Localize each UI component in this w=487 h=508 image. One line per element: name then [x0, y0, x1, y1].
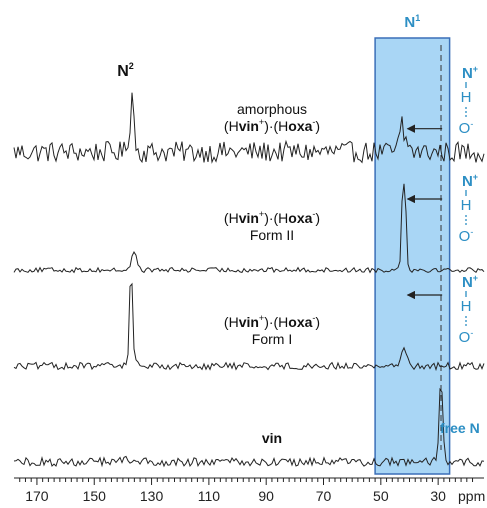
label-seg: vin — [262, 430, 282, 446]
label-seg: oxa — [288, 210, 312, 226]
nho-o-text: O — [459, 120, 471, 137]
x-tick-label-30: 30 — [430, 488, 446, 504]
nho-o-2: O- — [459, 227, 474, 245]
label-seg: vin — [239, 210, 259, 226]
label-seg: oxa — [288, 314, 312, 330]
nho-n-text: N — [462, 173, 473, 190]
label-seg: )·(H — [264, 118, 288, 134]
label-seg: + — [259, 209, 264, 219]
n2-peak-label-text: N — [117, 63, 129, 80]
label-seg: Form II — [250, 227, 294, 243]
spectrum-3: (Hvin+)·(Hoxa-)Form IN+HO- — [13, 273, 485, 372]
spectrum-label-1-line-2: (Hvin+)·(Hoxa-) — [224, 117, 320, 134]
nho-o-sup: - — [470, 328, 473, 338]
nho-o-text: O — [459, 329, 471, 346]
x-tick-label-70: 70 — [316, 488, 332, 504]
label-seg: amorphous — [237, 101, 307, 117]
label-seg: + — [259, 117, 264, 127]
nho-h-1: H — [461, 89, 472, 106]
nho-o-sup: - — [470, 119, 473, 129]
label-seg: (H — [224, 210, 239, 226]
label-seg: Form I — [252, 331, 292, 347]
nho-n-sup: + — [473, 64, 478, 74]
n1-region-label: N1 — [404, 13, 420, 31]
spectrum-trace-4 — [13, 387, 485, 468]
spectrum-label-3-line-1: (Hvin+)·(Hoxa-) — [224, 313, 320, 330]
label-seg: - — [312, 117, 315, 127]
label-seg: )·(H — [264, 314, 288, 330]
nho-n-text: N — [462, 65, 473, 82]
x-tick-label-50: 50 — [373, 488, 389, 504]
spectrum-1: amorphous(Hvin+)·(Hoxa-)N+HO- — [13, 64, 485, 164]
n1-region-label-text: N — [404, 14, 415, 31]
x-tick-label-150: 150 — [83, 488, 107, 504]
nho-n-3: N+ — [462, 273, 478, 291]
nho-n-2: N+ — [462, 172, 478, 190]
nho-n-sup: + — [473, 273, 478, 283]
nho-o-3: O- — [459, 328, 474, 346]
x-axis-unit: ppm — [458, 488, 485, 504]
spectrum-trace-1 — [13, 92, 485, 164]
nho-h-2: H — [461, 197, 472, 214]
label-seg: )·(H — [264, 210, 288, 226]
label-seg: vin — [239, 118, 259, 134]
nho-o-1: O- — [459, 119, 474, 137]
label-seg: oxa — [288, 118, 312, 134]
nho-o-sup: - — [470, 227, 473, 237]
spectrum-label-4-line-1: vin — [262, 430, 282, 446]
x-tick-label-110: 110 — [198, 488, 221, 504]
n2-peak-label-sup: 2 — [129, 61, 134, 71]
x-tick-label-90: 90 — [258, 488, 274, 504]
nho-h-3: H — [461, 298, 472, 315]
label-seg: ) — [315, 118, 320, 134]
free-n-label: free N — [440, 420, 480, 436]
label-seg: (H — [224, 118, 239, 134]
label-seg: vin — [239, 314, 259, 330]
label-seg: - — [312, 313, 315, 323]
nho-n-1: N+ — [462, 64, 478, 82]
nho-n-sup: + — [473, 172, 478, 182]
nho-n-text: N — [462, 274, 473, 291]
label-seg: + — [259, 313, 264, 323]
label-seg: ) — [315, 210, 320, 226]
label-seg: ) — [315, 314, 320, 330]
n1-region-label-sup: 1 — [415, 13, 420, 23]
spectrum-label-1-line-1: amorphous — [237, 101, 307, 117]
x-tick-label-170: 170 — [25, 488, 49, 504]
spectrum-label-3-line-2: Form I — [252, 331, 292, 347]
x-tick-label-130: 130 — [140, 488, 164, 504]
spectrum-trace-2 — [13, 183, 485, 274]
spectrum-2: (Hvin+)·(Hoxa-)Form IIN+HO- — [13, 172, 485, 274]
spectrum-label-2-line-1: (Hvin+)·(Hoxa-) — [224, 209, 320, 226]
spectrum-label-2-line-2: Form II — [250, 227, 294, 243]
label-seg: (H — [224, 314, 239, 330]
n2-peak-label: N2 — [117, 61, 134, 80]
nho-o-text: O — [459, 228, 471, 245]
spectrum-trace-3 — [13, 282, 485, 372]
n1-highlight-box — [374, 37, 451, 475]
label-seg: - — [312, 209, 315, 219]
x-axis: 170 150 130 110 90 70 50 30 ppm — [14, 477, 485, 504]
spectrum-4: vin free N — [13, 387, 485, 468]
